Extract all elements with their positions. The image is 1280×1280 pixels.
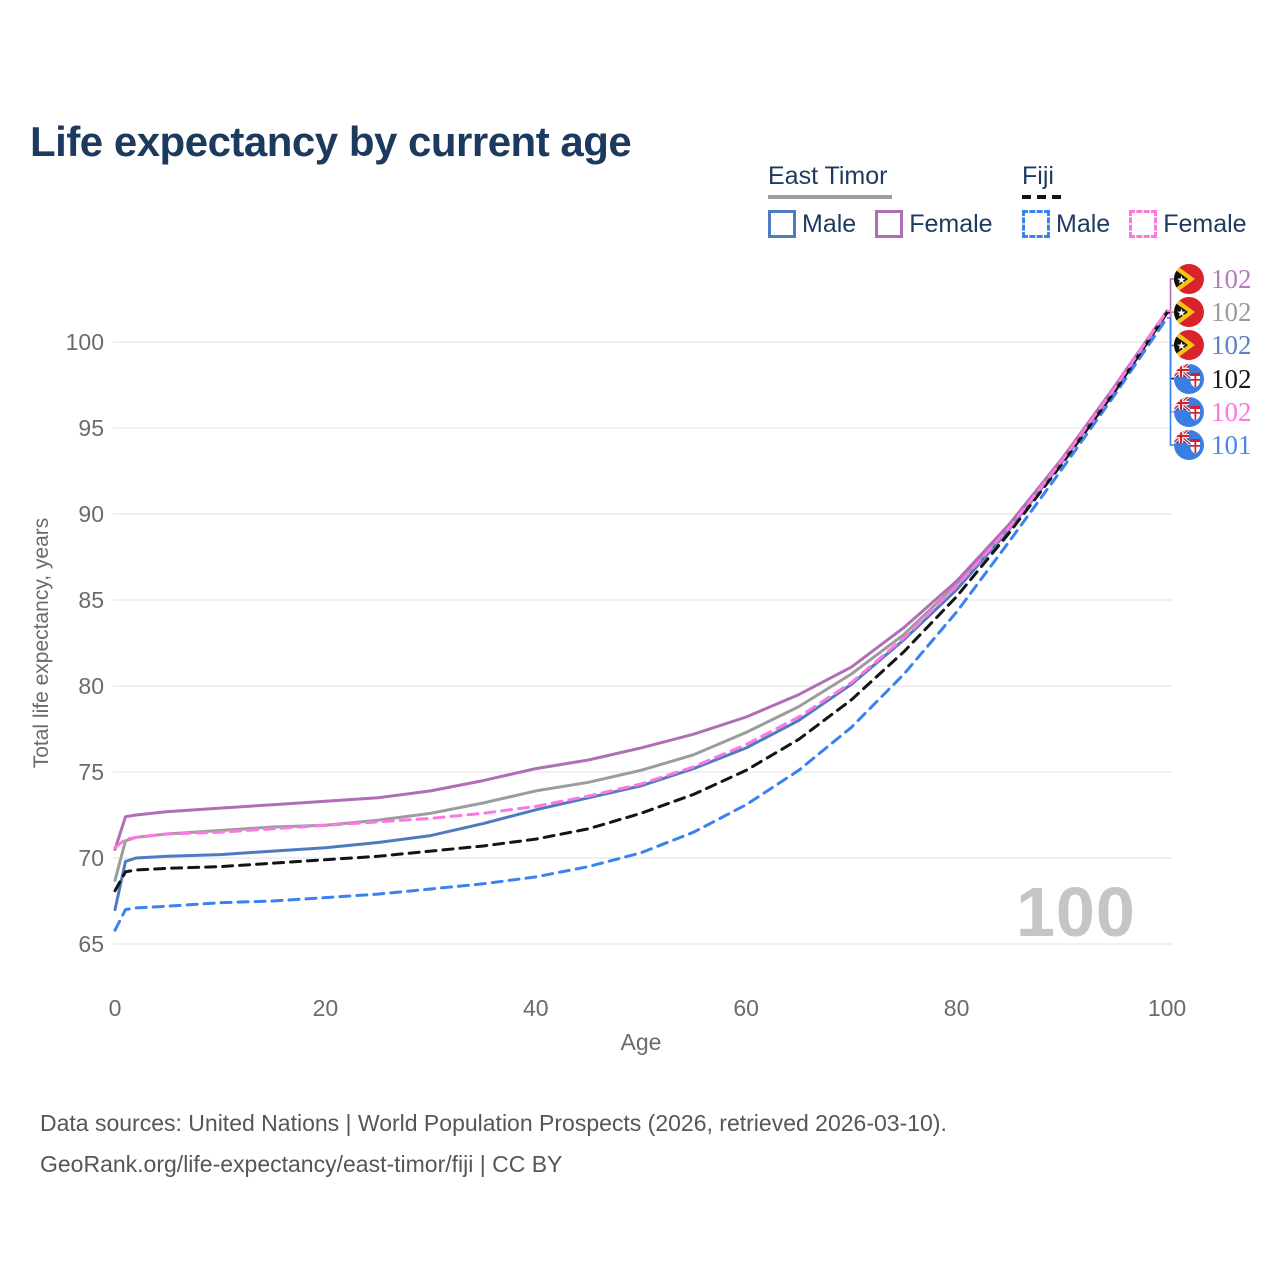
end-label-fiji-female: 102 [1174, 396, 1252, 427]
series-line-east-timor-female[interactable] [113, 309, 1169, 851]
y-tick-75: 75 [78, 759, 104, 785]
east-timor-flag-icon: ★ [1174, 264, 1204, 294]
y-tick-95: 95 [78, 415, 104, 441]
end-label-value: 102 [1211, 363, 1252, 394]
end-label-east-timor-female: ★ 102 [1174, 264, 1252, 294]
y-tick-100: 100 [66, 329, 104, 355]
source-line-2: GeoRank.org/life-expectancy/east-timor/f… [40, 1151, 563, 1177]
end-label-fiji-all: 102 [1174, 363, 1252, 394]
x-tick-40: 40 [523, 995, 549, 1021]
legend-swatch-fiji-male[interactable] [1022, 210, 1050, 238]
legend-group-fiji: Fiji Male Female [1022, 162, 1266, 239]
svg-text:★: ★ [1177, 308, 1187, 320]
y-axis-title: Total life expectancy, years [30, 518, 53, 769]
legend-swatch-fiji-female[interactable] [1129, 210, 1158, 238]
current-age-watermark: 100 [1016, 873, 1136, 951]
y-tick-85: 85 [78, 587, 104, 613]
legend-group-east-timor: East Timor Male Female [768, 162, 1012, 239]
x-tick-80: 80 [944, 995, 970, 1021]
fiji-linestyle-swatch [1022, 194, 1064, 199]
legend-swatch-east-timor-male[interactable] [768, 210, 796, 238]
end-label-value: 101 [1211, 430, 1252, 460]
east-timor-linestyle-swatch [768, 194, 892, 199]
legend-swatch-east-timor-female[interactable] [875, 210, 904, 238]
x-tick-20: 20 [313, 995, 339, 1021]
end-label-fiji-male: 101 [1174, 430, 1252, 460]
x-tick-60: 60 [733, 995, 759, 1021]
source-note: Data sources: United Nations | World Pop… [40, 1103, 947, 1185]
legend: East Timor Male Female Fiji Male Female [0, 162, 1280, 243]
legend-east-timor-female-label[interactable]: Female [909, 209, 993, 238]
legend-fiji-male-label[interactable]: Male [1056, 209, 1111, 238]
source-line-1: Data sources: United Nations | World Pop… [40, 1110, 947, 1136]
y-tick-80: 80 [78, 673, 104, 699]
y-tick-65: 65 [78, 931, 104, 957]
svg-text:★: ★ [1177, 341, 1187, 353]
page-title: Life expectancy by current age [30, 118, 632, 166]
end-label-value: 102 [1211, 396, 1252, 427]
series-line-fiji-male[interactable] [113, 316, 1169, 932]
leader-line-fiji-male [1167, 317, 1177, 446]
x-tick-0: 0 [109, 995, 122, 1021]
y-tick-90: 90 [78, 501, 104, 527]
y-tick-70: 70 [78, 845, 104, 871]
end-label-value: 102 [1211, 330, 1252, 361]
east-timor-flag-icon: ★ [1174, 330, 1204, 361]
series-line-east-timor-male[interactable] [113, 311, 1169, 912]
svg-text:★: ★ [1177, 275, 1187, 287]
end-label-value: 102 [1211, 297, 1252, 328]
fiji-flag-icon [1174, 396, 1204, 427]
x-tick-100: 100 [1148, 995, 1186, 1021]
legend-east-timor-male-label[interactable]: Male [802, 209, 857, 238]
legend-east-timor-label[interactable]: East Timor [768, 162, 888, 190]
legend-fiji-female-label[interactable]: Female [1163, 209, 1247, 238]
fiji-flag-icon [1174, 430, 1204, 460]
east-timor-flag-icon: ★ [1174, 297, 1204, 328]
fiji-flag-icon [1174, 363, 1204, 394]
series-line-east-timor-all[interactable] [113, 309, 1169, 882]
end-label-east-timor-all: ★ 102 [1174, 297, 1252, 328]
end-label-east-timor-male: ★ 102 [1174, 330, 1252, 361]
series-line-fiji-female[interactable] [113, 309, 1169, 850]
x-axis-title: Age [621, 1029, 662, 1055]
legend-fiji-label[interactable]: Fiji [1022, 162, 1054, 190]
series-line-fiji-all[interactable] [113, 311, 1169, 893]
end-label-value: 102 [1211, 264, 1252, 294]
